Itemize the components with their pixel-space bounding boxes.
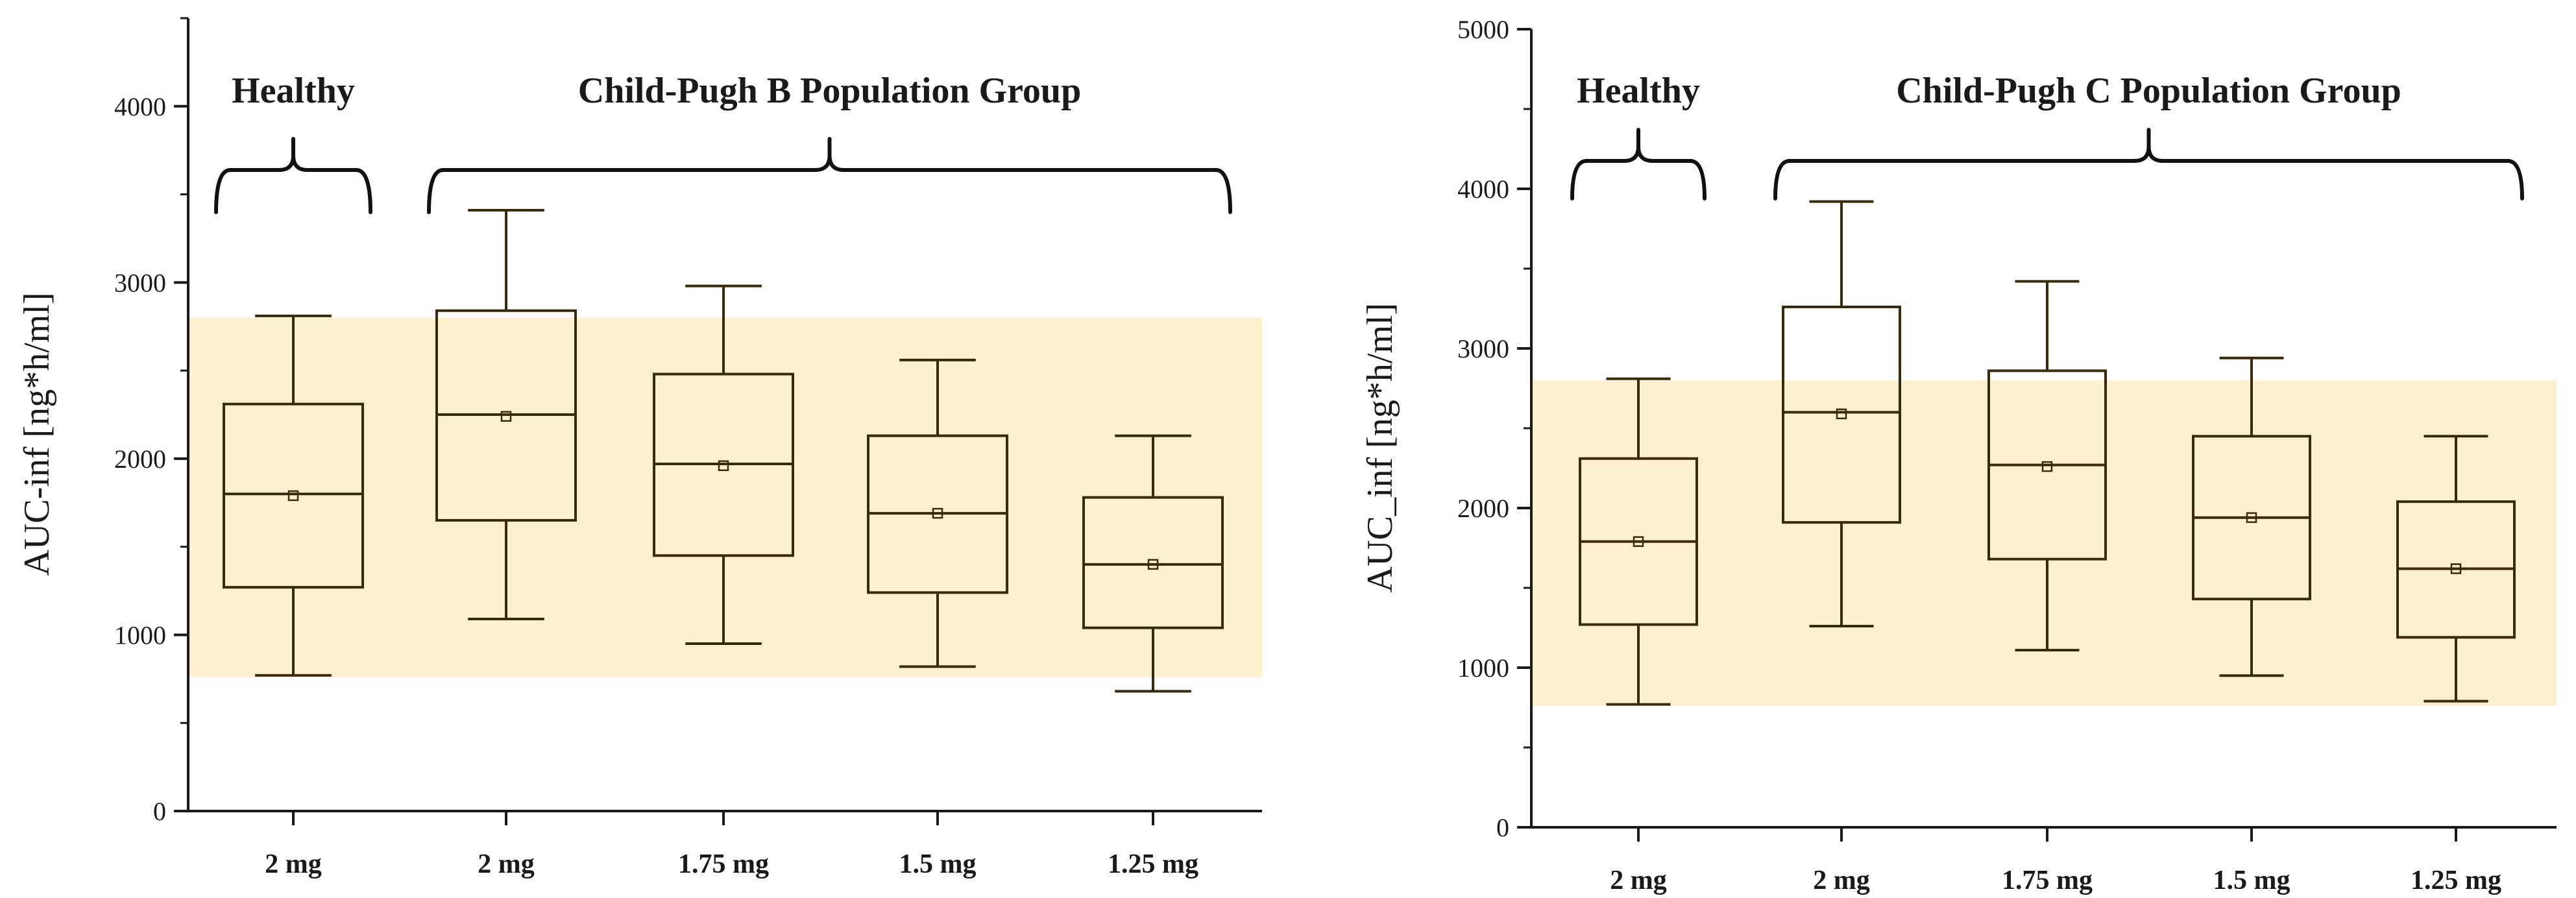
y-tick-label: 5000 (1457, 15, 1509, 44)
mean-marker (2246, 512, 2257, 524)
x-tick-label: 1.75 mg (678, 849, 769, 879)
chart-child-pugh-c: 0 1000 2000 3000 4000 5000 AUC_inf [ng*h/ml] 2 … (1360, 15, 2557, 895)
mean-marker (932, 507, 943, 519)
y-tick-label: 1000 (114, 620, 166, 649)
group-bracket (1773, 128, 2524, 200)
y-tick-label: 0 (153, 797, 166, 826)
group-bracket (214, 137, 372, 214)
mean-marker (718, 460, 729, 472)
group-label: Child-Pugh C Population Group (1896, 71, 2401, 111)
y-tick-label: 2000 (1457, 494, 1509, 523)
mean-marker (1633, 536, 1644, 547)
box (1782, 306, 1901, 524)
x-tick-label: 1.75 mg (2002, 866, 2093, 895)
y-tick-label: 4000 (114, 92, 166, 121)
x-tick-label: 1.5 mg (2213, 866, 2290, 895)
group-label: Child-Pugh B Population Group (578, 71, 1081, 111)
x-tick-label: 1.25 mg (1108, 849, 1198, 879)
x-tick-label: 2 mg (265, 849, 322, 879)
y-tick-label: 2000 (114, 444, 166, 474)
chart-child-pugh-b: 0 1000 2000 3000 4000 AUC-inf [ng*h/ml] 2 mg 2 … (17, 17, 1262, 879)
mean-marker (1836, 408, 1847, 420)
y-tick-label: 1000 (1457, 653, 1509, 683)
y-tick-label: 3000 (114, 268, 166, 297)
mean-marker (2450, 563, 2462, 574)
mean-marker (1147, 559, 1159, 570)
mean-marker (500, 411, 512, 422)
y-tick-label: 3000 (1457, 334, 1509, 363)
group-bracket (427, 137, 1232, 214)
y-tick-label: 4000 (1457, 175, 1509, 204)
y-tick-label: 0 (1496, 813, 1509, 842)
x-tick-label: 2 mg (1813, 866, 1870, 895)
mean-marker (2041, 461, 2053, 472)
x-tick-label: 2 mg (478, 849, 535, 879)
box (1082, 496, 1224, 629)
mean-marker (287, 490, 299, 502)
y-axis-label: AUC-inf [ng*h/ml] (17, 292, 57, 576)
x-tick-label: 2 mg (1610, 866, 1667, 895)
y-axis-label: AUC_inf [ng*h/ml] (1360, 303, 1400, 592)
x-tick-label: 1.25 mg (2411, 866, 2501, 895)
x-tick-label: 1.5 mg (899, 849, 977, 879)
box (223, 402, 364, 589)
group-bracket (1570, 128, 1707, 200)
reference-band (1531, 380, 2557, 707)
group-label: Healthy (232, 71, 355, 111)
group-label: Healthy (1577, 71, 1700, 111)
